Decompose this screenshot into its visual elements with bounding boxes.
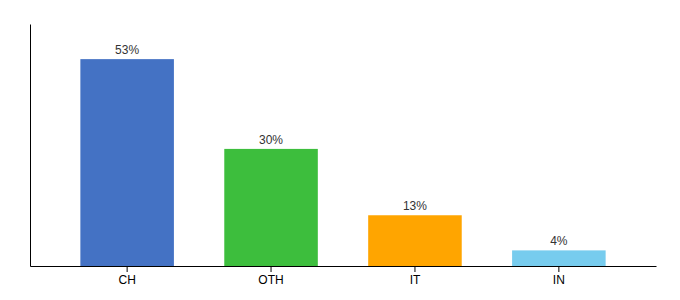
bars xyxy=(80,59,605,266)
x-tick-mark xyxy=(271,266,272,272)
x-tick-mark xyxy=(414,266,415,272)
x-tick: OTH xyxy=(258,266,283,287)
data-label: 4% xyxy=(550,234,568,248)
bar xyxy=(368,215,462,266)
data-labels: 53% 30% 13% 4% xyxy=(115,43,568,248)
y-axis xyxy=(30,25,31,267)
x-tick-label: IT xyxy=(410,273,421,287)
data-label: 13% xyxy=(403,199,427,213)
data-label: 30% xyxy=(259,133,283,147)
x-tick-label: IN xyxy=(553,273,565,287)
y-axis-line xyxy=(30,25,31,267)
bar xyxy=(80,59,174,266)
x-tick-label: CH xyxy=(118,273,135,287)
bar xyxy=(512,250,606,266)
bar xyxy=(224,149,318,266)
data-label: 53% xyxy=(115,43,139,57)
x-tick: CH xyxy=(118,266,135,287)
x-tick: IT xyxy=(410,266,421,287)
chart-svg: 53% 30% 13% 4% CH OTH IT IN xyxy=(0,0,680,300)
chart-container: 53% 30% 13% 4% CH OTH IT IN xyxy=(0,0,680,300)
x-tick-label: OTH xyxy=(258,273,283,287)
x-axis: CH OTH IT IN xyxy=(31,266,657,287)
x-axis-line xyxy=(31,266,657,267)
x-tick-mark xyxy=(558,266,559,272)
x-tick: IN xyxy=(553,266,565,287)
plot-area: 53% 30% 13% 4% CH OTH IT IN xyxy=(31,25,657,287)
x-tick-mark xyxy=(127,266,128,272)
